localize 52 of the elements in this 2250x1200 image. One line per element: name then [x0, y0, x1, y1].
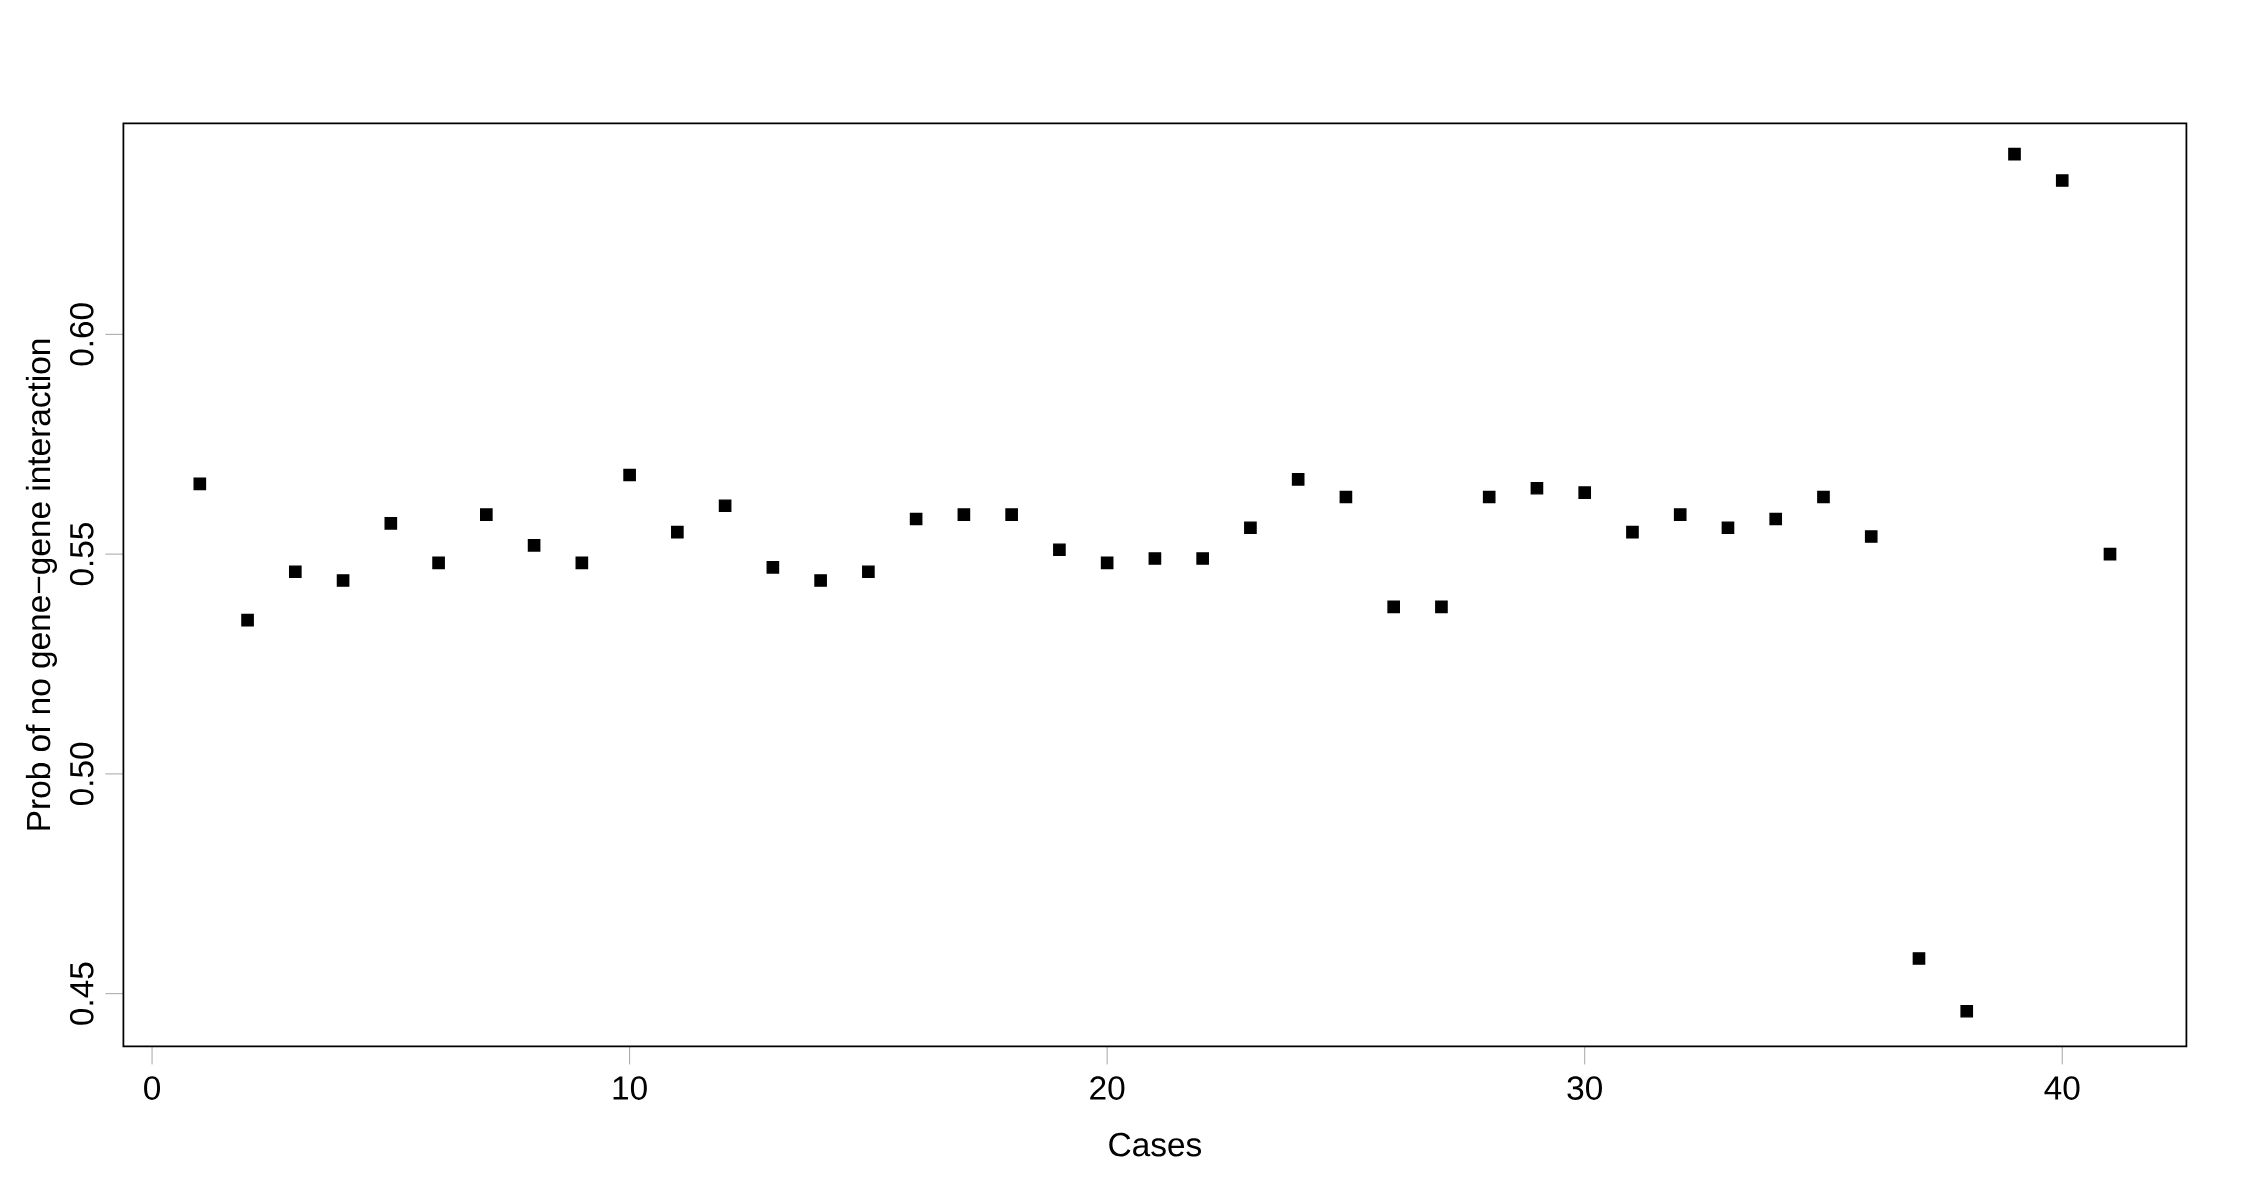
point: [862, 565, 875, 579]
point: [671, 525, 684, 539]
x-tick-label: 10: [613, 1076, 647, 1100]
point: [336, 574, 350, 587]
point: [1148, 552, 1162, 565]
point: [1912, 952, 1926, 965]
point: [1769, 512, 1783, 526]
point: [718, 499, 732, 513]
point: [814, 574, 827, 587]
point: [1005, 508, 1018, 521]
point: [1482, 490, 1496, 504]
point: [193, 477, 207, 491]
point: [1673, 508, 1687, 521]
y-tick-label: 0.50: [69, 742, 94, 806]
y-tick-label: 0.55: [69, 523, 94, 586]
point: [766, 560, 780, 574]
point: [1626, 525, 1639, 539]
point: [1817, 490, 1830, 504]
point: [575, 556, 589, 570]
y-tick-label: 0.45: [69, 962, 94, 1025]
point: [1291, 473, 1305, 486]
point: [288, 565, 302, 579]
point: [1578, 486, 1592, 499]
point: [527, 539, 541, 552]
point: [1387, 600, 1401, 614]
x-tick-label: 20: [1090, 1076, 1125, 1100]
point: [384, 517, 398, 530]
x-tick-label: 30: [1567, 1076, 1602, 1100]
point: [1053, 543, 1066, 557]
x-tick-label: 0: [144, 1076, 161, 1100]
y-axis-title: Prob of no gene−gene interaction: [25, 339, 57, 830]
x-tick-label: 40: [2044, 1076, 2080, 1100]
point: [2055, 174, 2069, 187]
point: [1960, 1004, 1974, 1018]
point: [1721, 521, 1735, 535]
point: [1196, 552, 1209, 565]
point: [1864, 530, 1878, 543]
point: [1100, 556, 1114, 570]
point: [1244, 521, 1257, 535]
point: [909, 512, 923, 526]
point: [2008, 147, 2021, 161]
x-axis-title: Cases: [1109, 1132, 1201, 1157]
point: [480, 508, 493, 521]
point: [1435, 600, 1448, 614]
point: [2103, 547, 2117, 561]
point: [957, 508, 971, 521]
y-tick-label: 0.60: [69, 303, 94, 366]
point: [432, 556, 445, 570]
point: [623, 468, 636, 482]
point: [1530, 481, 1544, 495]
point: [1339, 490, 1353, 504]
point: [241, 613, 254, 627]
